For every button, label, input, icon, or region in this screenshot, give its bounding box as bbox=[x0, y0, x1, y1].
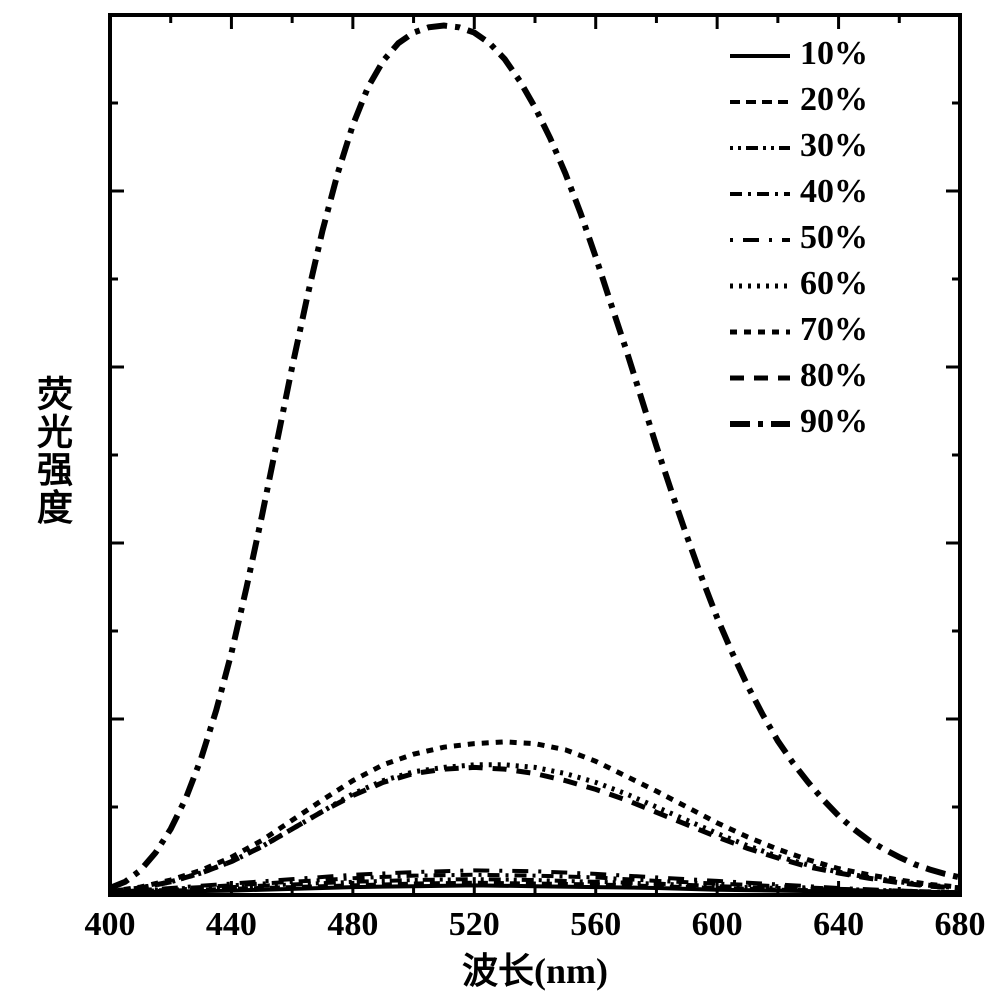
legend-label: 50% bbox=[800, 219, 868, 256]
legend-label: 60% bbox=[800, 265, 868, 302]
x-tick-label: 480 bbox=[327, 906, 378, 943]
x-tick-label: 400 bbox=[85, 906, 136, 943]
svg-text:强: 强 bbox=[37, 450, 73, 490]
svg-text:荧: 荧 bbox=[37, 375, 73, 415]
x-tick-label: 440 bbox=[206, 906, 257, 943]
legend-label: 70% bbox=[800, 311, 868, 348]
legend-label: 90% bbox=[800, 403, 868, 440]
y-axis-label: 荧光强度 bbox=[37, 375, 73, 528]
x-tick-label: 560 bbox=[570, 906, 621, 943]
x-axis-label: 波长(nm) bbox=[462, 951, 608, 991]
legend-label: 20% bbox=[800, 81, 868, 118]
legend-label: 80% bbox=[800, 357, 868, 394]
svg-text:度: 度 bbox=[37, 488, 73, 528]
x-tick-label: 640 bbox=[813, 906, 864, 943]
legend-label: 10% bbox=[800, 35, 868, 72]
x-tick-label: 680 bbox=[935, 906, 986, 943]
svg-text:光: 光 bbox=[37, 412, 73, 452]
x-tick-label: 600 bbox=[692, 906, 743, 943]
x-tick-label: 520 bbox=[449, 906, 500, 943]
fluorescence-chart: 400 440 480 520 560 600 640 680 波长(nm) 荧光强度 10% 20%… bbox=[0, 0, 986, 1000]
legend-label: 40% bbox=[800, 173, 868, 210]
chart-svg: 400 440 480 520 560 600 640 680 波长(nm) 荧光强度 10% 20%… bbox=[0, 0, 986, 1000]
legend-label: 30% bbox=[800, 127, 868, 164]
